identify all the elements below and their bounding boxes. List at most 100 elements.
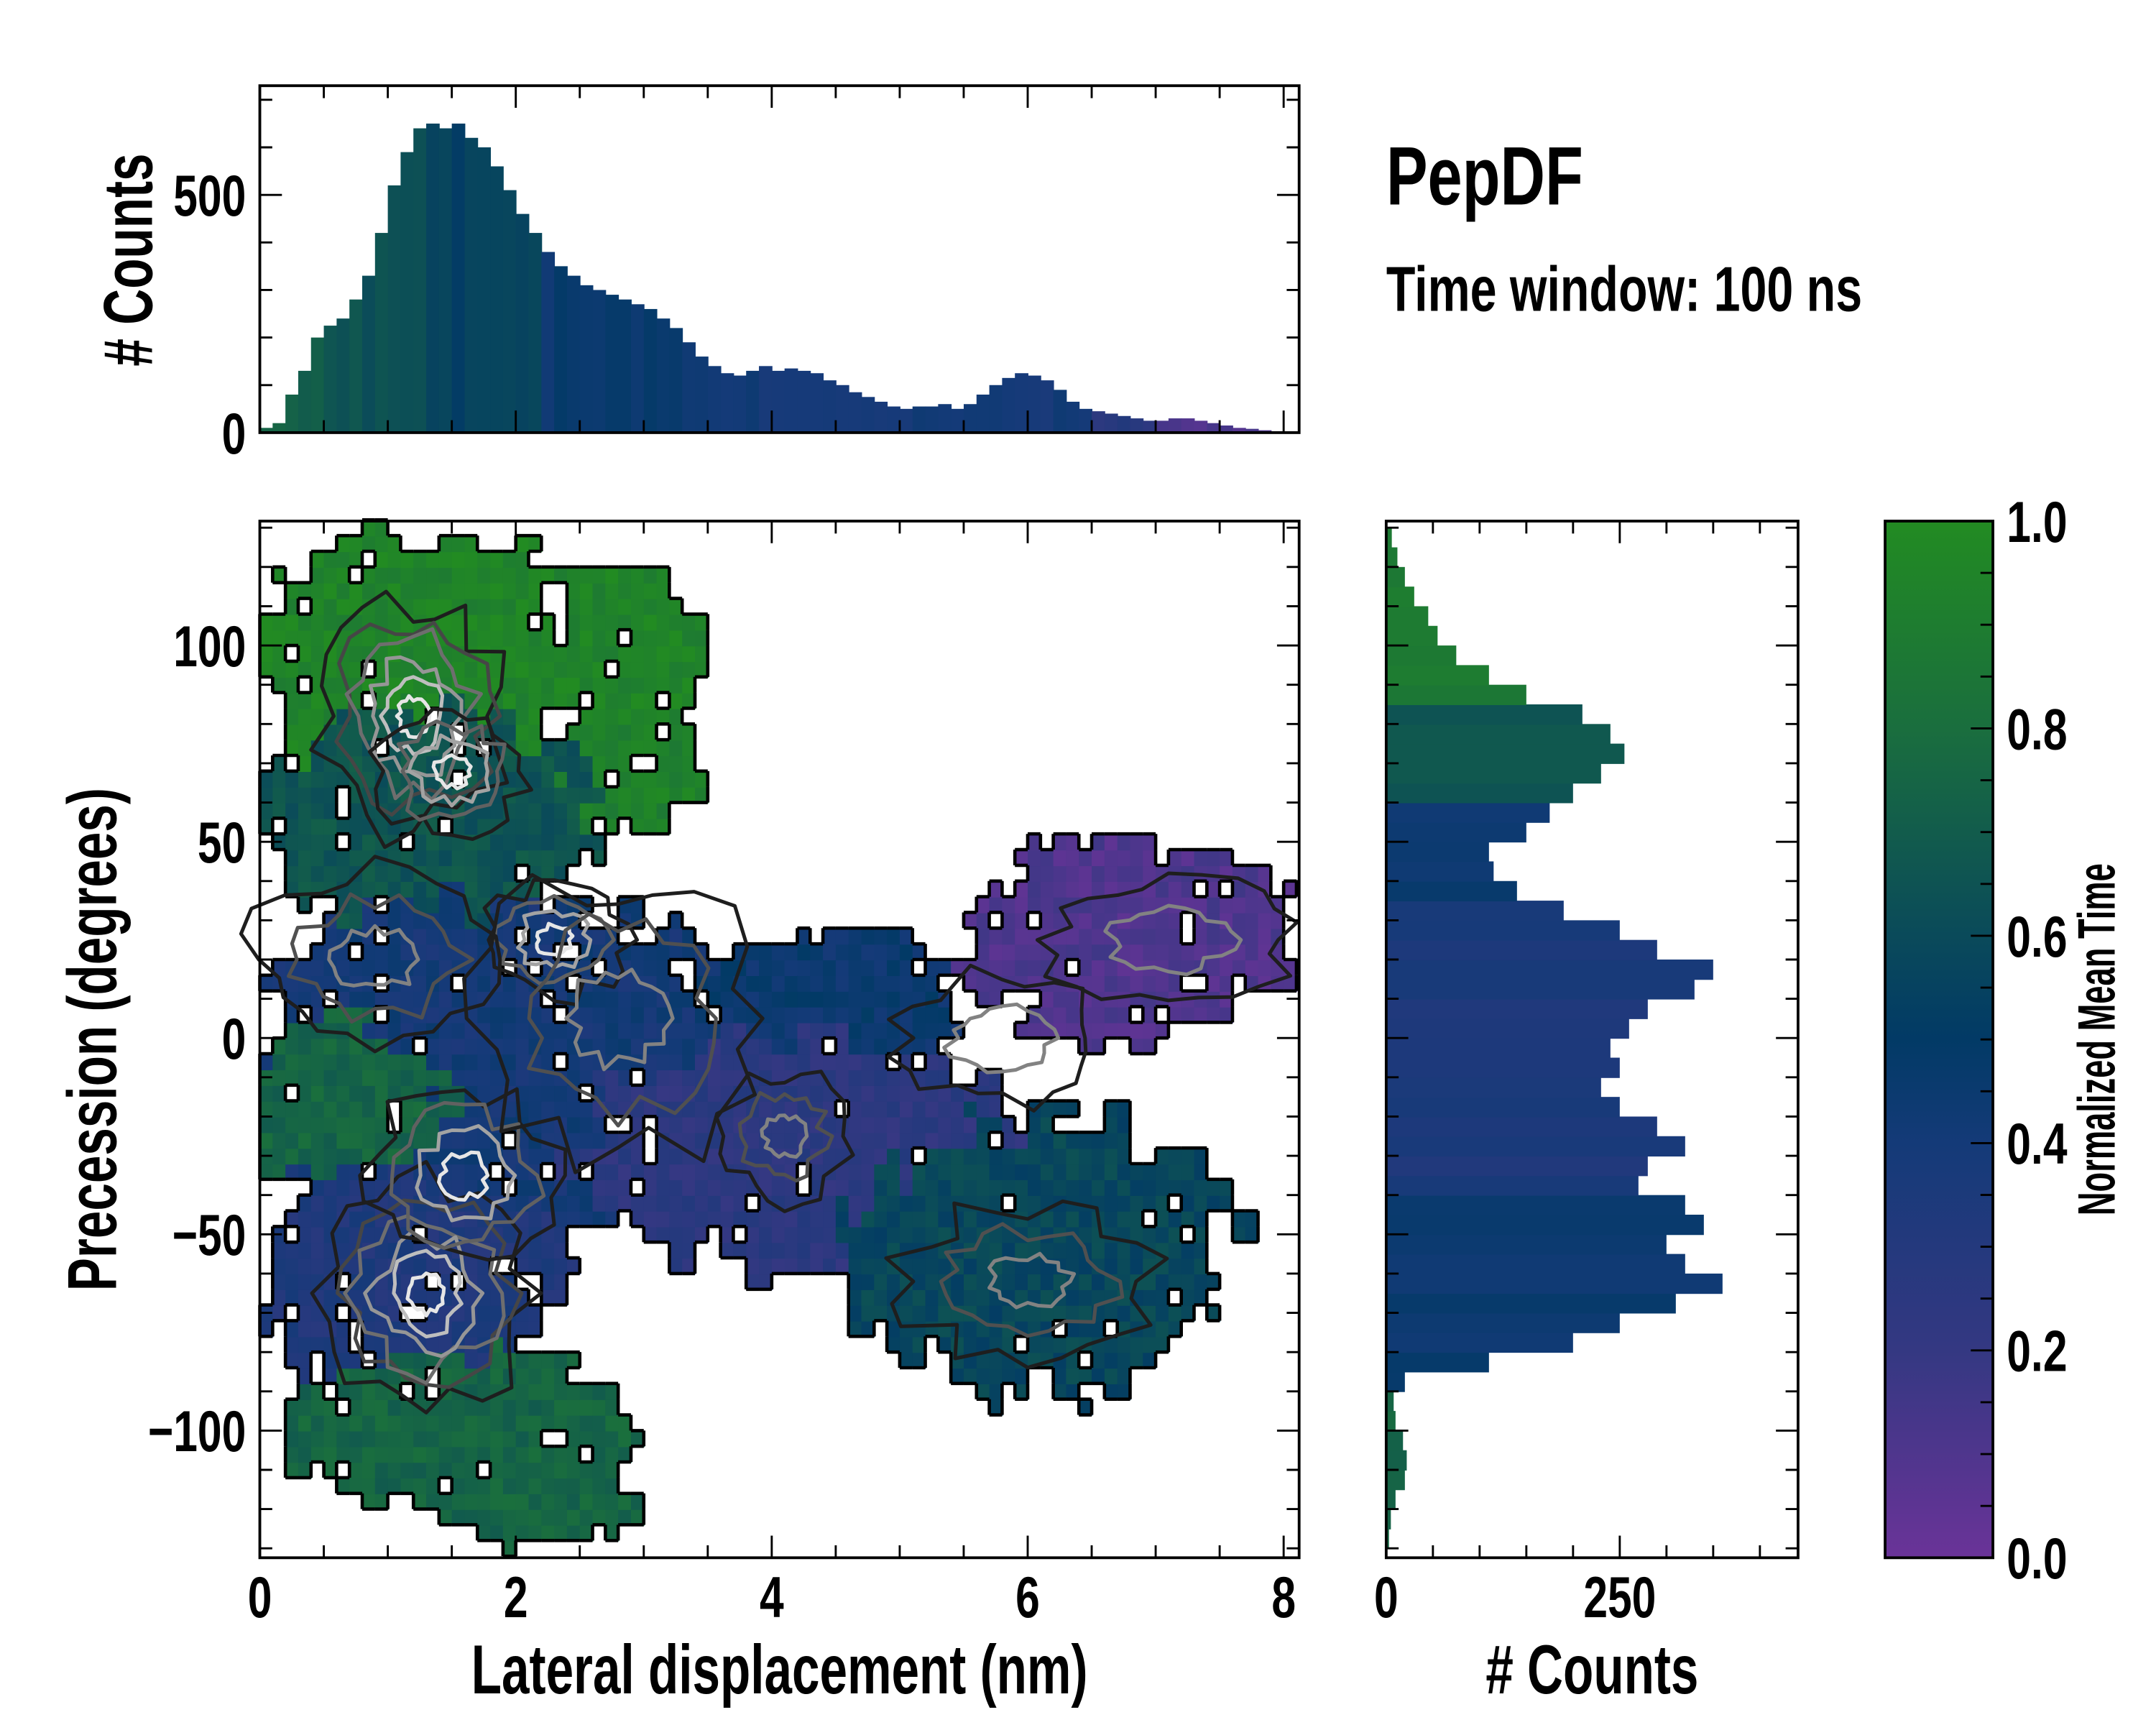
heatmap-cell (554, 1210, 568, 1228)
heatmap-cell (361, 535, 376, 553)
heatmap-cell (541, 928, 556, 945)
heatmap-cell (502, 1195, 517, 1212)
heatmap-cell (951, 1164, 965, 1180)
heatmap-cell (1079, 1164, 1093, 1180)
heatmap-cell (451, 1414, 466, 1432)
heatmap-cell (541, 1022, 556, 1039)
heatmap-cell (669, 614, 683, 631)
heatmap-cell (695, 645, 709, 663)
heatmap-cell (1117, 896, 1131, 914)
heatmap-cell (515, 1069, 530, 1086)
heatmap-cell (528, 1069, 543, 1086)
heatmap-cell (361, 928, 376, 945)
heatmap-cell (1002, 1164, 1016, 1180)
heatmap-cell (874, 1006, 888, 1024)
heatmap-cell (592, 802, 607, 819)
heatmap-cell (976, 1148, 990, 1165)
heatmap-cell (592, 834, 607, 851)
heatmap-cell (1015, 1273, 1029, 1290)
heatmap-cell (272, 960, 287, 977)
heatmap-cell (887, 1210, 901, 1228)
right-histogram-bar (1386, 528, 1392, 548)
heatmap-cell (528, 630, 543, 647)
heatmap-cell (413, 834, 428, 851)
heatmap-cell (361, 520, 376, 537)
heatmap-cell (336, 1116, 351, 1133)
heatmap-cell (285, 1100, 300, 1118)
heatmap-cell (746, 1226, 760, 1243)
heatmap-cell (400, 850, 415, 867)
heatmap-cell (541, 1509, 556, 1526)
heatmap-cell (861, 1242, 875, 1259)
heatmap-cell (1028, 865, 1041, 882)
heatmap-cell (438, 990, 453, 1008)
heatmap-cell (861, 1289, 875, 1306)
heatmap-cell (1066, 1148, 1080, 1165)
heatmap-cell (451, 1164, 466, 1180)
heatmap-cell (272, 1100, 287, 1118)
heatmap-cell (1053, 960, 1067, 977)
heatmap-cell (502, 676, 517, 694)
heatmap-cell (413, 1493, 428, 1510)
heatmap-cell (336, 1148, 351, 1165)
heatmap-cell (784, 1038, 798, 1055)
heatmap-cell (656, 614, 671, 631)
heatmap-cell (925, 1226, 939, 1243)
top-histogram-bar (387, 185, 402, 433)
heatmap-cell (618, 1038, 632, 1055)
heatmap-cell (566, 755, 581, 773)
heatmap-cell (630, 786, 645, 804)
heatmap-cell (515, 1430, 530, 1448)
heatmap-cell (528, 1305, 543, 1322)
heatmap-cell (861, 1085, 875, 1102)
heatmap-cell (1002, 1273, 1016, 1290)
heatmap-cell (374, 1289, 389, 1306)
heatmap-cell (554, 1195, 568, 1212)
heatmap-cell (502, 755, 517, 773)
heatmap-cell (899, 1116, 913, 1133)
heatmap-cell (1207, 1195, 1221, 1212)
heatmap-cell (938, 1148, 952, 1165)
heatmap-cell (310, 786, 325, 804)
density-contour (367, 707, 533, 841)
heatmap-cell (298, 645, 312, 663)
heatmap-cell (1220, 850, 1234, 867)
heatmap-cell (1194, 1006, 1208, 1024)
heatmap-cell (771, 1179, 786, 1196)
heatmap-cell (682, 630, 696, 647)
top-histogram-bar (695, 356, 709, 433)
heatmap-cell (310, 1336, 325, 1353)
heatmap-cell (1104, 1368, 1118, 1384)
heatmap-cell (477, 1399, 492, 1416)
heatmap-cell (374, 1383, 389, 1400)
heatmap-cell (963, 1289, 977, 1306)
heatmap-cell (1168, 944, 1182, 961)
heatmap-cell (285, 1336, 300, 1353)
heatmap-cell (387, 1085, 402, 1102)
heatmap-cell (771, 1100, 786, 1118)
heatmap-cell (746, 1038, 760, 1055)
heatmap-cell (528, 1242, 543, 1259)
heatmap-cell (285, 724, 300, 741)
heatmap-cell (887, 1226, 901, 1243)
heatmap-cell (810, 1242, 824, 1259)
heatmap-cell (899, 944, 913, 961)
heatmap-cell (426, 1069, 440, 1086)
heatmap-cell (451, 1054, 466, 1071)
top-histogram-bar (951, 408, 964, 433)
heatmap-cell (579, 708, 594, 725)
heatmap-cell (1053, 1383, 1067, 1400)
heatmap-cell (605, 990, 619, 1008)
heatmap-cell (1079, 865, 1093, 882)
heatmap-cell (298, 1399, 312, 1416)
heatmap-cell (554, 1242, 568, 1259)
right-histogram-bar (1386, 606, 1429, 627)
heatmap-cell (566, 1132, 581, 1149)
heatmap-cell (592, 1179, 607, 1196)
heatmap-cell (528, 1258, 543, 1275)
heatmap-cell (1130, 1022, 1144, 1039)
heatmap-cell (1168, 1210, 1182, 1228)
heatmap-cell (310, 1069, 325, 1086)
heatmap-cell (451, 1430, 466, 1448)
heatmap-cell (1002, 1148, 1016, 1165)
